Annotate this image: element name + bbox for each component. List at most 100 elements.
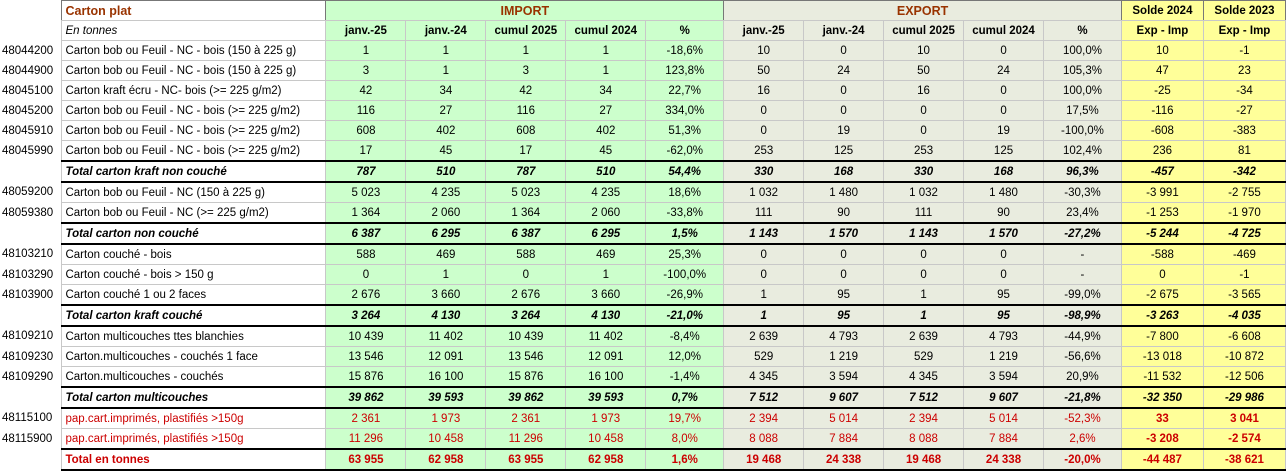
cell-value: 45 xyxy=(405,140,487,162)
cell-value: 23 xyxy=(1202,60,1286,81)
cell-value: -5 244 xyxy=(1120,222,1204,245)
cell-value: 168 xyxy=(803,160,885,183)
cell-value: 1 570 xyxy=(803,222,885,245)
cell-value: 2 060 xyxy=(565,202,647,224)
cell-value: -608 xyxy=(1120,120,1204,141)
cell-value: 1 219 xyxy=(803,346,885,367)
cell-value: 529 xyxy=(883,346,965,367)
cell-value: 469 xyxy=(565,243,647,265)
cell-value: 330 xyxy=(883,160,965,183)
cell-value: 4 345 xyxy=(883,366,965,388)
cell-value: 0 xyxy=(963,264,1044,285)
col-header: janv.-24 xyxy=(405,20,487,41)
cell-value: 12 091 xyxy=(565,346,647,367)
row-label: Carton bob ou Feuil - NC - bois (150 à 2… xyxy=(61,40,327,61)
row-code: 48115900 xyxy=(0,428,62,449)
cell-value: 1 xyxy=(405,40,487,61)
row-code: 48103900 xyxy=(0,284,62,305)
cell-value: 9 607 xyxy=(963,386,1044,409)
cell-value: -588 xyxy=(1120,243,1204,265)
cell-value: 1 xyxy=(485,40,567,61)
cell-value: 24 xyxy=(803,60,885,81)
cell-value: 0 xyxy=(803,80,885,101)
row-code: 48059380 xyxy=(0,202,62,223)
cell-value: 0,7% xyxy=(645,386,725,409)
cell-value: -2 675 xyxy=(1120,284,1204,306)
cell-value: 125 xyxy=(963,140,1044,162)
cell-value: 100,0% xyxy=(1043,40,1122,61)
cell-value: 4 793 xyxy=(803,325,885,347)
cell-value: -30,3% xyxy=(1043,181,1122,203)
cell-value: 24 338 xyxy=(803,448,885,471)
cell-value: -342 xyxy=(1202,160,1286,183)
cell-value: 27 xyxy=(405,100,487,121)
cell-value: 0 xyxy=(883,264,965,285)
cell-value: 125 xyxy=(803,140,885,162)
cell-value: 330 xyxy=(723,160,805,183)
cell-value: 11 296 xyxy=(325,428,407,450)
cell-value: 11 296 xyxy=(485,428,567,450)
cell-value: 5 014 xyxy=(803,407,885,429)
row-code xyxy=(0,305,62,326)
cell-value: 10 xyxy=(723,40,805,61)
cell-value: 96,3% xyxy=(1043,160,1122,183)
col-header: janv.-25 xyxy=(325,20,407,41)
cell-value: 51,3% xyxy=(645,120,725,141)
row-code: 48045200 xyxy=(0,100,62,121)
cell-value: 402 xyxy=(405,120,487,141)
cell-value: 50 xyxy=(883,60,965,81)
row-code: 48044200 xyxy=(0,40,62,61)
cell-value: 1 xyxy=(565,40,647,61)
cell-value: -29 986 xyxy=(1202,386,1286,409)
subtotal-row: Total carton kraft couché 3 264 4 130 3 264… xyxy=(0,304,1286,327)
cell-value: 0 xyxy=(723,100,805,121)
row-label: Carton couché 1 ou 2 faces xyxy=(61,284,327,306)
cell-value: 3 264 xyxy=(325,304,407,327)
cell-value: -6 608 xyxy=(1202,325,1286,347)
cell-value: 2 639 xyxy=(883,325,965,347)
cell-value: 3 660 xyxy=(565,284,647,306)
row-label: pap.cart.imprimés, plastifiés >150g xyxy=(61,407,327,429)
cell-value: -62,0% xyxy=(645,140,725,162)
cell-value: 0 xyxy=(723,264,805,285)
cell-value: 19 468 xyxy=(883,448,965,471)
cell-value: 63 955 xyxy=(485,448,567,471)
cell-value: 95 xyxy=(803,284,885,306)
row-label: Carton.multicouches - couchés 1 face xyxy=(61,346,327,367)
cell-value: 0 xyxy=(963,243,1044,265)
cell-value: -98,9% xyxy=(1043,304,1122,327)
cell-value: -2 755 xyxy=(1202,181,1286,203)
cell-value: 34 xyxy=(565,80,647,101)
row-code xyxy=(0,387,62,408)
cell-value: 90 xyxy=(963,202,1044,224)
cell-value: -20,0% xyxy=(1043,448,1122,471)
table-row: 48045910 Carton bob ou Feuil - NC - bois … xyxy=(0,120,1286,141)
cell-value: -1 xyxy=(1202,264,1286,285)
cell-value: -52,3% xyxy=(1043,407,1122,429)
table-row: 48109290 Carton.multicouches - couchés 15 … xyxy=(0,366,1286,388)
row-code: 48045990 xyxy=(0,140,62,161)
cell-value: 15 876 xyxy=(325,366,407,388)
table-row: 48045990 Carton bob ou Feuil - NC - bois … xyxy=(0,140,1286,162)
cell-value: -11 532 xyxy=(1120,366,1204,388)
cell-value: -3 208 xyxy=(1120,428,1204,450)
cell-value: 1 364 xyxy=(325,202,407,224)
row-label: Carton couché - bois > 150 g xyxy=(61,264,327,285)
export-header: EXPORT xyxy=(723,0,1122,21)
cell-value: 787 xyxy=(485,160,567,183)
cell-value: 15 876 xyxy=(485,366,567,388)
cell-value: 12 091 xyxy=(405,346,487,367)
cell-value: 4 130 xyxy=(565,304,647,327)
cell-value: 39 593 xyxy=(405,386,487,409)
cell-value: -7 800 xyxy=(1120,325,1204,347)
table-row: 48115100 pap.cart.imprimés, plastifiés >1… xyxy=(0,407,1286,429)
cell-value: 787 xyxy=(325,160,407,183)
cell-value: 1 xyxy=(883,304,965,327)
cell-value: 16 xyxy=(723,80,805,101)
cell-value: 5 023 xyxy=(325,181,407,203)
cell-value: -4 035 xyxy=(1202,304,1286,327)
cell-value: -21,8% xyxy=(1043,386,1122,409)
cell-value: 3 xyxy=(485,60,567,81)
cell-value: 2 060 xyxy=(405,202,487,224)
cell-value: -1,4% xyxy=(645,366,725,388)
